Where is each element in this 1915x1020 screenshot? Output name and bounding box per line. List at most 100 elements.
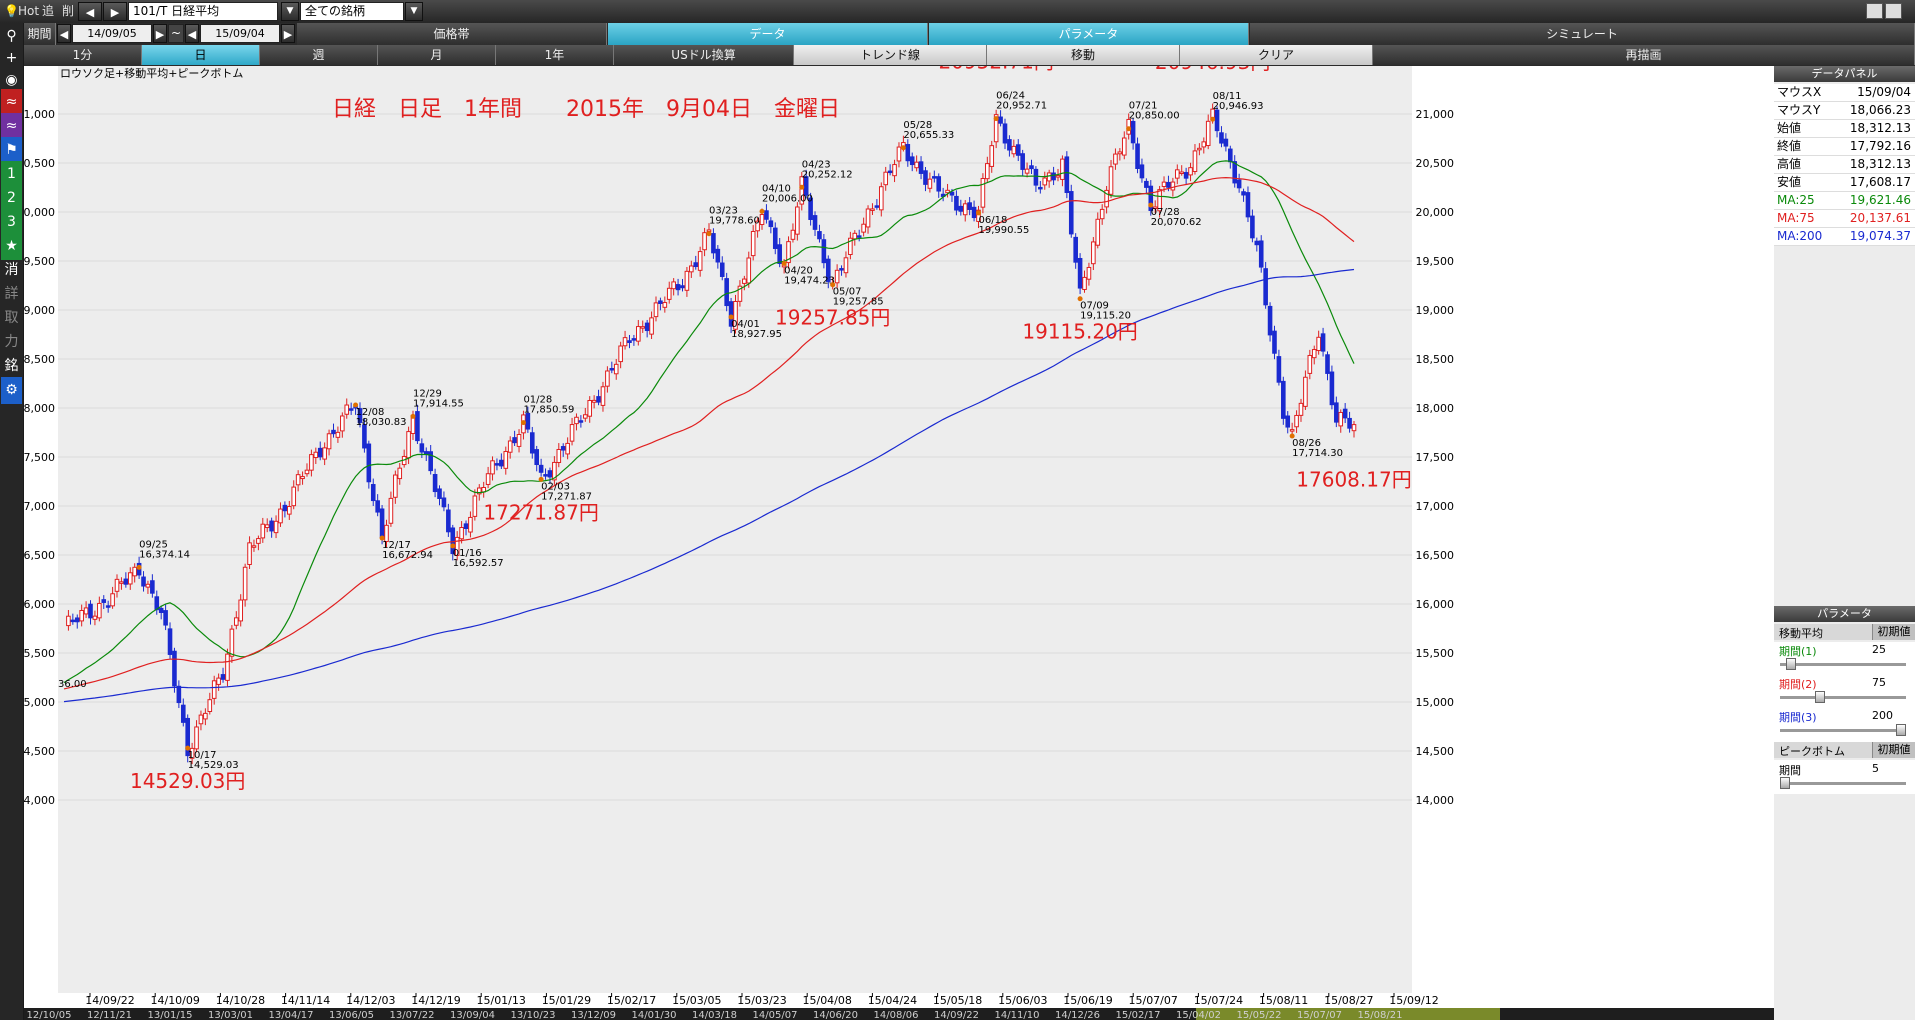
delete-button[interactable]: 削 [62, 4, 75, 18]
date-to-left-arrow-icon[interactable]: ◀ [185, 24, 199, 43]
y-tick-label-right: 17,500 [1416, 451, 1455, 464]
peak-value-label: 17,714.30 [1292, 448, 1343, 459]
camera-icon[interactable]: ◉ [5, 72, 18, 88]
minimize-button[interactable] [1866, 3, 1883, 19]
y-tick-label-right: 18,000 [1416, 402, 1455, 415]
ma-period-slider-knob[interactable] [1896, 724, 1906, 736]
candle-body [821, 239, 827, 264]
peak-marker [830, 282, 836, 288]
input-button[interactable]: 力 [4, 334, 19, 350]
erase-button[interactable]: 消 [4, 262, 19, 278]
symbol-dropdown-icon[interactable]: ▼ [281, 2, 299, 21]
search-icon[interactable]: ⚲ [6, 28, 17, 44]
peak-period-slider-knob[interactable] [1780, 777, 1790, 789]
tab-weekly[interactable]: 週 [260, 45, 378, 65]
ma-period-slider-knob[interactable] [1785, 658, 1796, 670]
peak-bottom-reset-button[interactable]: 初期値 [1872, 742, 1915, 758]
candle-body [1042, 177, 1048, 186]
candle-body [1104, 189, 1109, 208]
date-to-input[interactable]: 15/09/04 [200, 24, 280, 43]
move-button[interactable]: 移動 [987, 45, 1180, 65]
universe-dropdown-icon[interactable]: ▼ [405, 2, 423, 21]
peak-marker [993, 116, 999, 122]
candle-body [958, 205, 964, 212]
candle-body [1311, 349, 1317, 359]
candle-body [463, 523, 469, 530]
peak-value-label: 20,070.62 [1151, 217, 1202, 228]
candle-body [1117, 151, 1123, 155]
preset-3-button[interactable]: 3 [1, 209, 22, 236]
star-icon[interactable]: ★ [1, 233, 22, 260]
universe-select[interactable]: 全ての銘柄 [300, 2, 404, 21]
clear-button[interactable]: クリア [1180, 45, 1373, 65]
x-tick-label: 15/03/05 [672, 994, 721, 1007]
ma-period-slider-knob[interactable] [1814, 691, 1825, 703]
candle-body [1144, 180, 1149, 188]
date-from-right-arrow-icon[interactable]: ▶ [153, 24, 167, 43]
candle-body [256, 538, 261, 544]
peak-value-label: 18,030.83 [356, 417, 407, 428]
settings-gear-icon[interactable]: ⚙ [1, 377, 22, 404]
x-tick-label: 15/08/11 [1259, 994, 1308, 1007]
candle-body [878, 186, 884, 211]
candle-body [949, 191, 955, 196]
candle-body [1232, 161, 1238, 184]
tab-1year[interactable]: 1年 [496, 45, 614, 65]
tab-parameters[interactable]: パラメータ [929, 23, 1249, 45]
redraw-button[interactable]: 再描画 [1373, 45, 1915, 65]
peak-period-slider[interactable] [1780, 777, 1906, 789]
candle-body [640, 326, 646, 329]
trendline-button[interactable]: トレンド線 [794, 45, 987, 65]
tab-daily[interactable]: 日 [142, 45, 260, 65]
follow-button[interactable]: 追 [42, 4, 55, 18]
symbol-button[interactable]: 銘 [4, 358, 19, 374]
tab-1min[interactable]: 1分 [24, 45, 142, 65]
fetch-button[interactable]: 取 [4, 310, 19, 326]
candle-body [123, 578, 129, 585]
tab-data[interactable]: データ [608, 23, 928, 45]
tab-price-band[interactable]: 価格帯 [297, 23, 607, 45]
bulb-icon[interactable]: 💡 [4, 4, 19, 18]
preset-1-button[interactable]: 1 [1, 161, 22, 188]
candle-body [715, 248, 721, 263]
prev-symbol-button[interactable]: ◀ [78, 2, 102, 21]
flag-icon[interactable]: ⚑ [1, 137, 22, 164]
symbol-input[interactable]: 101/T 日経平均 [128, 2, 278, 21]
chart-area[interactable]: 21,000 20,500 20,000 19,500 19,000 18,500 18,0… [24, 66, 1774, 1020]
peak-marker [410, 413, 416, 419]
date-from-input[interactable]: 14/09/05 [72, 24, 152, 43]
usd-convert-button[interactable]: USドル換算 [614, 45, 794, 65]
x-tick-label: 15/07/07 [1128, 994, 1177, 1007]
ma-reset-button[interactable]: 初期値 [1872, 624, 1915, 640]
candle-body [618, 345, 623, 363]
detail-button[interactable]: 詳 [4, 286, 19, 302]
hot-button[interactable]: Hot [18, 4, 40, 18]
y-tick-label-right: 19,000 [1416, 304, 1455, 317]
tab-simulate[interactable]: シミュレート [1250, 23, 1915, 45]
ma-period-value[interactable]: 200 [1872, 709, 1893, 722]
candle-body [724, 278, 729, 307]
peak-period-value[interactable]: 5 [1872, 762, 1879, 775]
ma-period-value[interactable]: 25 [1872, 643, 1886, 656]
candle-body [1020, 153, 1025, 170]
candle-body [1095, 218, 1101, 246]
preset-2-button[interactable]: 2 [1, 185, 22, 212]
candlestick-chart[interactable]: 21,000 20,500 20,000 19,500 19,000 18,500 18,0… [24, 66, 1774, 1020]
candle-body [649, 317, 654, 335]
tab-monthly[interactable]: 月 [378, 45, 496, 65]
line-chart-icon[interactable]: ≈ [1, 89, 22, 116]
overview-tick-label: 14/05/07 [753, 1010, 798, 1020]
date-to-right-arrow-icon[interactable]: ▶ [281, 24, 295, 43]
date-from-left-arrow-icon[interactable]: ◀ [57, 24, 71, 43]
ma-period-slider[interactable] [1780, 658, 1906, 670]
candle-body [1113, 153, 1118, 165]
multi-line-icon[interactable]: ≈ [1, 113, 22, 140]
ma-period-slider[interactable] [1780, 691, 1906, 703]
next-symbol-button[interactable]: ▶ [103, 2, 127, 21]
ma-period-slider[interactable] [1780, 724, 1906, 736]
ma-period-value[interactable]: 75 [1872, 676, 1886, 689]
overview-tick-label: 14/12/26 [1055, 1010, 1100, 1020]
crosshair-icon[interactable]: + [5, 50, 18, 66]
maximize-button[interactable] [1885, 3, 1902, 19]
candle-body [560, 446, 566, 451]
